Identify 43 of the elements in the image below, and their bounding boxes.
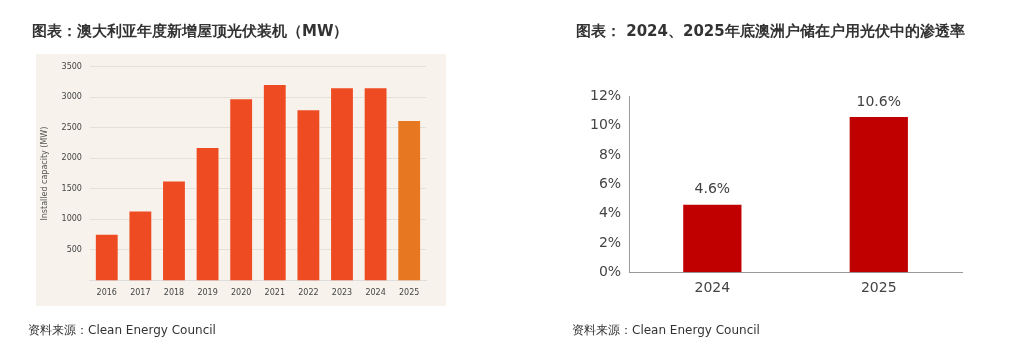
- data-label: 10.6%: [856, 92, 902, 109]
- x-tick-label: 2020: [231, 288, 252, 298]
- y-axis-title: Installed capacity (MW): [39, 126, 49, 221]
- chart-title: 图表： 2024、2025年底澳洲户储在户用光伏中的渗透率: [576, 22, 965, 41]
- x-tick-label: 2019: [197, 288, 218, 298]
- bar: [263, 85, 286, 281]
- y-tick-label: 3500: [61, 61, 82, 71]
- y-tick-label: 10%: [589, 116, 622, 133]
- y-tick-label: 2000: [61, 153, 82, 163]
- y-tick-label: 8%: [598, 145, 622, 162]
- x-tick-label: 2024: [694, 279, 731, 296]
- x-tick-label: 2021: [264, 288, 285, 298]
- y-tick-label: 3000: [61, 92, 82, 102]
- data-label: 4.6%: [694, 180, 731, 197]
- x-tick-label: 2016: [96, 288, 117, 298]
- x-tick-label: 2022: [298, 288, 319, 298]
- y-tick-label: 2%: [598, 233, 622, 250]
- bar: [163, 181, 185, 281]
- text: 资料来源：Clean Energy Council: [572, 322, 760, 339]
- y-tick-label: 6%: [598, 174, 622, 191]
- x-tick-label: 2023: [331, 288, 353, 298]
- x-tick-label: 2018: [163, 288, 185, 298]
- y-tick-label: 1500: [61, 183, 82, 193]
- y-tick-label: 4%: [598, 204, 622, 221]
- bar: [95, 234, 118, 281]
- bar: [297, 110, 320, 281]
- bar: [398, 121, 421, 281]
- bar: [364, 88, 387, 281]
- bar: [129, 211, 152, 281]
- y-tick-label: 0%: [598, 262, 622, 279]
- bar: [196, 147, 219, 281]
- x-tick-label: 2025: [399, 288, 420, 298]
- y-tick-label: 1000: [61, 214, 82, 224]
- text: 资料来源：Clean Energy Council: [28, 322, 216, 339]
- x-tick-label: 2024: [365, 288, 386, 298]
- y-tick-label: 2500: [61, 122, 82, 132]
- bar: [230, 99, 253, 281]
- bar: [331, 88, 353, 281]
- y-tick-label: 500: [66, 244, 82, 254]
- chart-title: 图表：澳大利亚年度新增屋顶光伏装机（MW）: [32, 22, 349, 41]
- x-tick-label: 2025: [860, 279, 897, 296]
- y-tick-label: 12%: [589, 87, 622, 104]
- x-tick-label: 2017: [130, 288, 151, 298]
